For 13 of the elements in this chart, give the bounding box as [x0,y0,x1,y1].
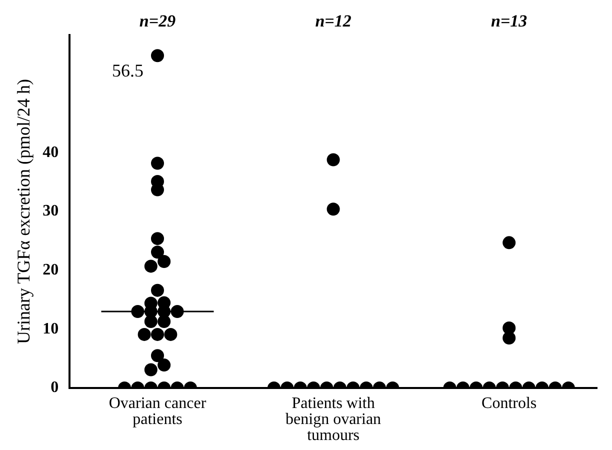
x-tick-label: Controls [482,395,537,412]
text: n=12 [315,11,352,30]
y-axis-title: Urinary TGFα excretion (pmol/24 h) [14,78,34,344]
data-label: 56.5 [112,60,144,80]
y-tick-label: 10 [42,320,59,338]
y-tick-label: 0 [50,379,59,396]
x-tick-label: Patients with benign ovarian tumours [286,395,382,444]
text: n=13 [491,11,528,30]
x-tick-label: Ovarian cancer patients [108,395,207,428]
y-tick-label: 20 [42,261,59,278]
y-tick-label: 40 [42,144,59,161]
text: n=29 [139,11,176,30]
y-tick-label: 30 [42,202,59,220]
